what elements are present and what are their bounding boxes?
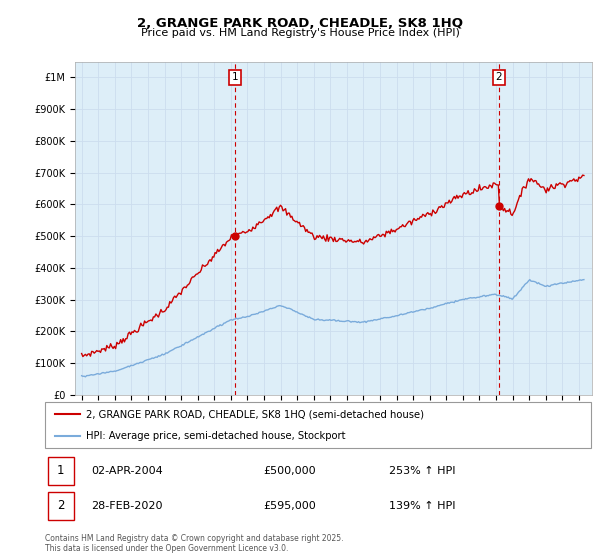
FancyBboxPatch shape <box>48 492 74 520</box>
Text: Contains HM Land Registry data © Crown copyright and database right 2025.
This d: Contains HM Land Registry data © Crown c… <box>45 534 343 553</box>
Text: Price paid vs. HM Land Registry's House Price Index (HPI): Price paid vs. HM Land Registry's House … <box>140 28 460 38</box>
Text: 28-FEB-2020: 28-FEB-2020 <box>91 501 163 511</box>
Text: 2: 2 <box>57 499 65 512</box>
Text: £595,000: £595,000 <box>263 501 316 511</box>
Text: HPI: Average price, semi-detached house, Stockport: HPI: Average price, semi-detached house,… <box>86 431 346 441</box>
Text: £500,000: £500,000 <box>263 466 316 476</box>
Text: 2, GRANGE PARK ROAD, CHEADLE, SK8 1HQ (semi-detached house): 2, GRANGE PARK ROAD, CHEADLE, SK8 1HQ (s… <box>86 409 424 419</box>
FancyBboxPatch shape <box>45 402 591 448</box>
Text: 02-APR-2004: 02-APR-2004 <box>91 466 163 476</box>
Text: 2: 2 <box>496 72 502 82</box>
FancyBboxPatch shape <box>48 457 74 485</box>
Text: 253% ↑ HPI: 253% ↑ HPI <box>389 466 455 476</box>
Text: 2, GRANGE PARK ROAD, CHEADLE, SK8 1HQ: 2, GRANGE PARK ROAD, CHEADLE, SK8 1HQ <box>137 17 463 30</box>
Text: 1: 1 <box>232 72 238 82</box>
Text: 139% ↑ HPI: 139% ↑ HPI <box>389 501 455 511</box>
Text: 1: 1 <box>57 464 65 478</box>
